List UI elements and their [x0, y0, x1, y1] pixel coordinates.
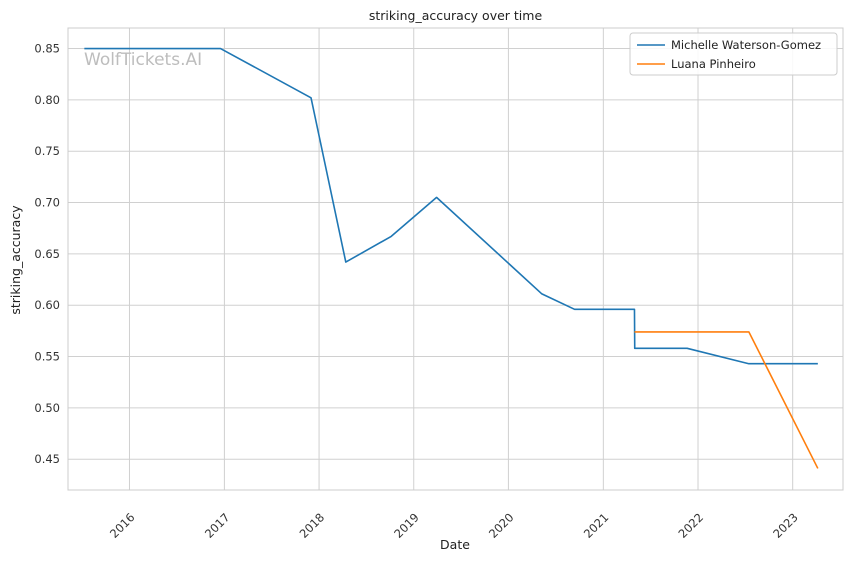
y-tick-labels: 0.45 0.50 0.55 0.60 0.65 0.70 0.75 0.80 0.85 [34, 42, 60, 467]
y-tick-label: 0.85 [34, 42, 60, 56]
chart-title: striking_accuracy over time [369, 8, 543, 23]
x-axis-label: Date [440, 537, 470, 552]
y-tick-label: 0.65 [34, 247, 60, 261]
y-tick-label: 0.80 [34, 93, 60, 107]
legend-label-michelle-waterson-gomez: Michelle Waterson-Gomez [671, 38, 821, 52]
y-tick-label: 0.50 [34, 401, 60, 415]
legend-box [629, 32, 838, 76]
grid [68, 28, 843, 490]
plot-frame [67, 27, 844, 491]
y-tick-label: 0.70 [34, 196, 60, 210]
y-tick-label: 0.55 [34, 350, 60, 364]
y-axis-label: striking_accuracy [8, 205, 23, 315]
legend: Michelle Waterson-Gomez Luana Pinheiro [629, 32, 838, 76]
watermark-text: WolfTickets.AI [84, 50, 202, 70]
series-lines [84, 47, 819, 469]
series-line-luana-pinheiro [634, 331, 819, 469]
y-tick-label: 0.75 [34, 144, 60, 158]
y-tick-label: 0.45 [34, 452, 60, 466]
y-tick-label: 0.60 [34, 298, 60, 312]
legend-label-luana-pinheiro: Luana Pinheiro [671, 57, 756, 71]
series-line-michelle-waterson-gomez [84, 47, 818, 365]
